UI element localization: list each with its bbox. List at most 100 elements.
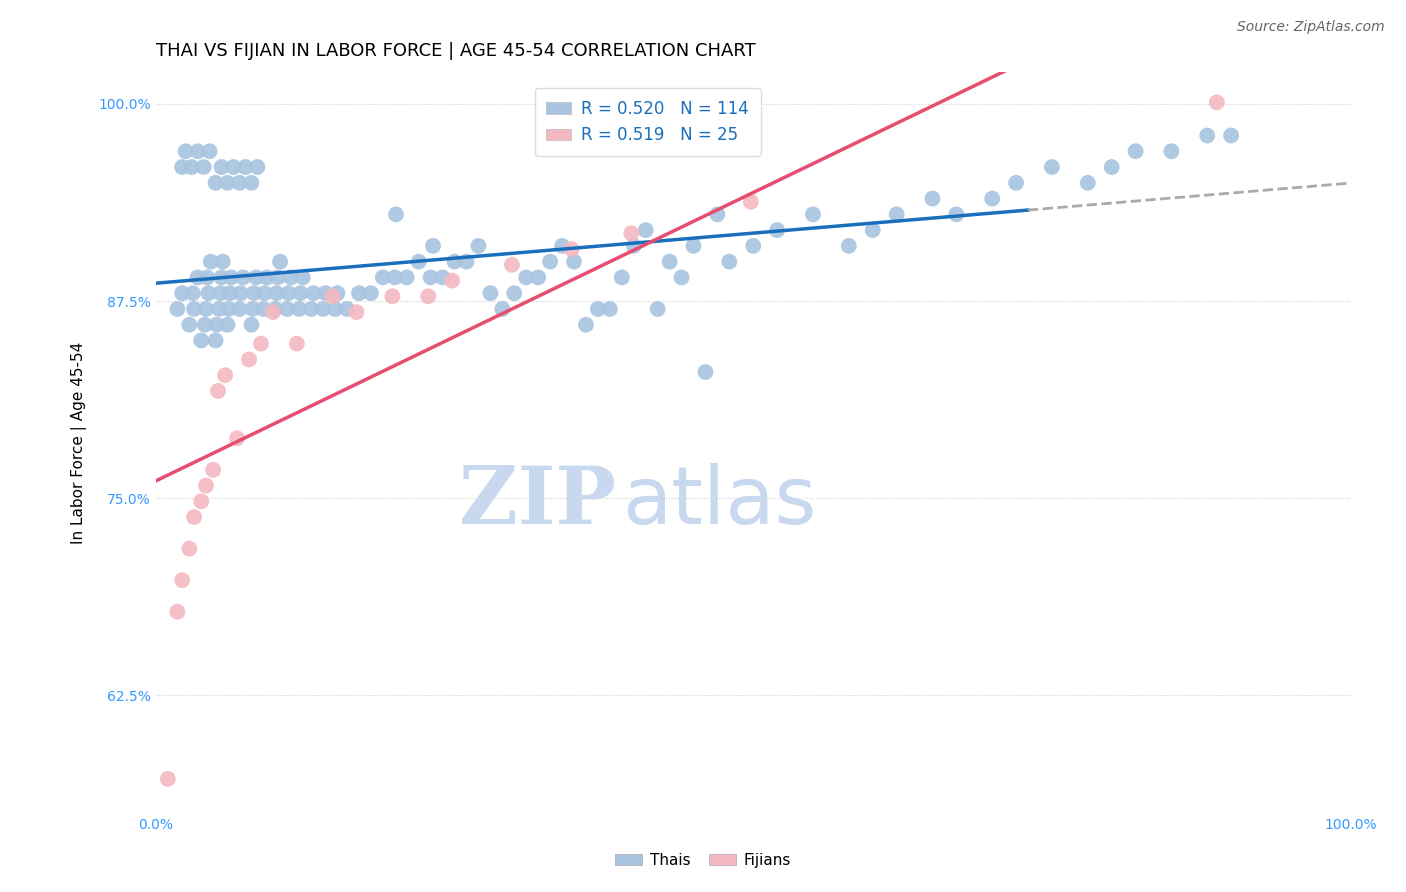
Point: [385, 207, 408, 221]
Point: [205, 318, 228, 332]
Legend: R = 0.520   N = 114, R = 0.519   N = 25: R = 0.520 N = 114, R = 0.519 N = 25: [534, 88, 761, 156]
Point: [291, 270, 314, 285]
Point: [1101, 160, 1123, 174]
Point: [599, 301, 621, 316]
Point: [862, 223, 884, 237]
Point: [240, 176, 263, 190]
Point: [277, 286, 299, 301]
Point: [395, 270, 418, 285]
Point: [276, 301, 298, 316]
Point: [172, 573, 194, 587]
Point: [238, 352, 260, 367]
Point: [312, 301, 335, 316]
Point: [262, 305, 284, 319]
Point: [299, 301, 322, 316]
Point: [1220, 128, 1243, 143]
Point: [322, 289, 344, 303]
Point: [269, 254, 291, 268]
Point: [228, 176, 250, 190]
Point: [456, 254, 478, 268]
Y-axis label: In Labor Force | Age 45-54: In Labor Force | Age 45-54: [72, 342, 87, 544]
Point: [1160, 145, 1182, 159]
Point: [250, 336, 273, 351]
Point: [647, 301, 669, 316]
Point: [190, 334, 212, 348]
Point: [479, 286, 502, 301]
Point: [441, 274, 464, 288]
Point: [285, 336, 308, 351]
Point: [195, 270, 218, 285]
Text: Source: ZipAtlas.com: Source: ZipAtlas.com: [1237, 20, 1385, 34]
Point: [256, 270, 278, 285]
Point: [981, 192, 1004, 206]
Point: [634, 223, 657, 237]
Point: [740, 194, 762, 209]
Point: [503, 286, 526, 301]
Point: [766, 223, 789, 237]
Point: [180, 160, 202, 174]
Point: [921, 192, 943, 206]
Point: [222, 160, 245, 174]
Point: [1205, 95, 1227, 110]
Point: [179, 318, 201, 332]
Point: [418, 289, 440, 303]
Point: [384, 270, 406, 285]
Point: [315, 286, 337, 301]
Point: [181, 286, 204, 301]
Point: [515, 270, 537, 285]
Point: [174, 145, 197, 159]
Point: [408, 254, 430, 268]
Point: [302, 286, 325, 301]
Point: [193, 160, 215, 174]
Point: [347, 286, 370, 301]
Point: [156, 772, 179, 786]
Point: [620, 227, 643, 241]
Point: [208, 301, 231, 316]
Point: [682, 239, 704, 253]
Point: [243, 286, 266, 301]
Point: [658, 254, 681, 268]
Point: [527, 270, 550, 285]
Point: [187, 270, 209, 285]
Point: [575, 318, 598, 332]
Legend: Thais, Fijians: Thais, Fijians: [609, 847, 797, 873]
Point: [326, 286, 349, 301]
Point: [246, 160, 269, 174]
Point: [886, 207, 908, 221]
Point: [207, 384, 229, 398]
Point: [172, 286, 194, 301]
Point: [217, 318, 239, 332]
Point: [187, 145, 209, 159]
Point: [467, 239, 489, 253]
Point: [360, 286, 382, 301]
Point: [245, 270, 267, 285]
Point: [1197, 128, 1219, 143]
Point: [267, 270, 290, 285]
Point: [209, 286, 232, 301]
Point: [211, 160, 233, 174]
Point: [211, 254, 233, 268]
Point: [371, 270, 394, 285]
Point: [229, 286, 252, 301]
Point: [1040, 160, 1063, 174]
Point: [422, 239, 444, 253]
Point: [242, 301, 264, 316]
Text: THAI VS FIJIAN IN LABOR FORCE | AGE 45-54 CORRELATION CHART: THAI VS FIJIAN IN LABOR FORCE | AGE 45-5…: [156, 42, 755, 60]
Point: [266, 286, 288, 301]
Point: [204, 334, 226, 348]
Point: [219, 286, 242, 301]
Text: atlas: atlas: [621, 463, 815, 541]
Point: [562, 254, 585, 268]
Point: [1077, 176, 1099, 190]
Point: [838, 239, 860, 253]
Point: [226, 431, 249, 445]
Point: [801, 207, 824, 221]
Point: [323, 301, 346, 316]
Point: [491, 301, 513, 316]
Point: [346, 305, 368, 319]
Point: [183, 510, 205, 524]
Point: [166, 301, 188, 316]
Point: [202, 463, 225, 477]
Point: [280, 270, 302, 285]
Point: [264, 301, 287, 316]
